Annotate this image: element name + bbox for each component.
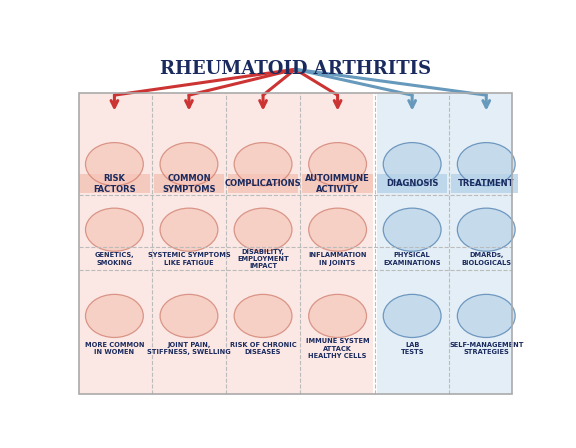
FancyBboxPatch shape: [451, 174, 521, 194]
Text: COMMON
SYMPTOMS: COMMON SYMPTOMS: [162, 174, 215, 194]
FancyBboxPatch shape: [377, 94, 511, 393]
Ellipse shape: [383, 142, 441, 186]
Text: RHEUMATOID ARTHRITIS: RHEUMATOID ARTHRITIS: [160, 60, 431, 78]
Ellipse shape: [309, 294, 366, 337]
FancyBboxPatch shape: [302, 174, 373, 194]
Text: SYSTEMIC SYMPTOMS
LIKE FATIGUE: SYSTEMIC SYMPTOMS LIKE FATIGUE: [147, 252, 230, 266]
FancyBboxPatch shape: [79, 94, 373, 393]
Text: SELF-MANAGEMENT
STRATEGIES: SELF-MANAGEMENT STRATEGIES: [449, 342, 524, 355]
Ellipse shape: [85, 142, 143, 186]
Ellipse shape: [383, 208, 441, 251]
Text: RISK
FACTORS: RISK FACTORS: [93, 174, 136, 194]
Ellipse shape: [309, 208, 366, 251]
Text: AUTOIMMUNE
ACTIVITY: AUTOIMMUNE ACTIVITY: [305, 174, 370, 194]
Ellipse shape: [234, 208, 292, 251]
Text: MORE COMMON
IN WOMEN: MORE COMMON IN WOMEN: [85, 342, 144, 355]
Text: COMPLICATIONS: COMPLICATIONS: [225, 180, 301, 189]
Ellipse shape: [160, 142, 218, 186]
Text: INFLAMMATION
IN JOINTS: INFLAMMATION IN JOINTS: [308, 252, 367, 266]
Text: DMARDs,
BIOLOGICALS: DMARDs, BIOLOGICALS: [461, 252, 511, 266]
Text: PHYSICAL
EXAMINATIONS: PHYSICAL EXAMINATIONS: [384, 252, 441, 266]
FancyBboxPatch shape: [377, 174, 448, 194]
Ellipse shape: [457, 294, 515, 337]
Ellipse shape: [383, 294, 441, 337]
Ellipse shape: [160, 208, 218, 251]
Ellipse shape: [309, 142, 366, 186]
Ellipse shape: [234, 294, 292, 337]
Text: IMMUNE SYSTEM
ATTACK
HEALTHY CELLS: IMMUNE SYSTEM ATTACK HEALTHY CELLS: [306, 338, 369, 359]
Text: JOINT PAIN,
STIFFNESS, SWELLING: JOINT PAIN, STIFFNESS, SWELLING: [147, 342, 231, 355]
Text: DISABILITY,
EMPLOYMENT
IMPACT: DISABILITY, EMPLOYMENT IMPACT: [237, 249, 289, 269]
Ellipse shape: [457, 208, 515, 251]
Ellipse shape: [457, 142, 515, 186]
Ellipse shape: [85, 208, 143, 251]
Text: LAB
TESTS: LAB TESTS: [400, 342, 424, 355]
FancyBboxPatch shape: [154, 174, 224, 194]
Text: GENETICS,
SMOKING: GENETICS, SMOKING: [94, 252, 134, 266]
Ellipse shape: [160, 294, 218, 337]
FancyBboxPatch shape: [228, 174, 298, 194]
Text: TREATMENT: TREATMENT: [458, 180, 514, 189]
Ellipse shape: [234, 142, 292, 186]
Text: RISK OF CHRONIC
DISEASES: RISK OF CHRONIC DISEASES: [230, 342, 297, 355]
Text: DIAGNOSIS: DIAGNOSIS: [386, 180, 438, 189]
FancyBboxPatch shape: [79, 174, 150, 194]
Ellipse shape: [85, 294, 143, 337]
